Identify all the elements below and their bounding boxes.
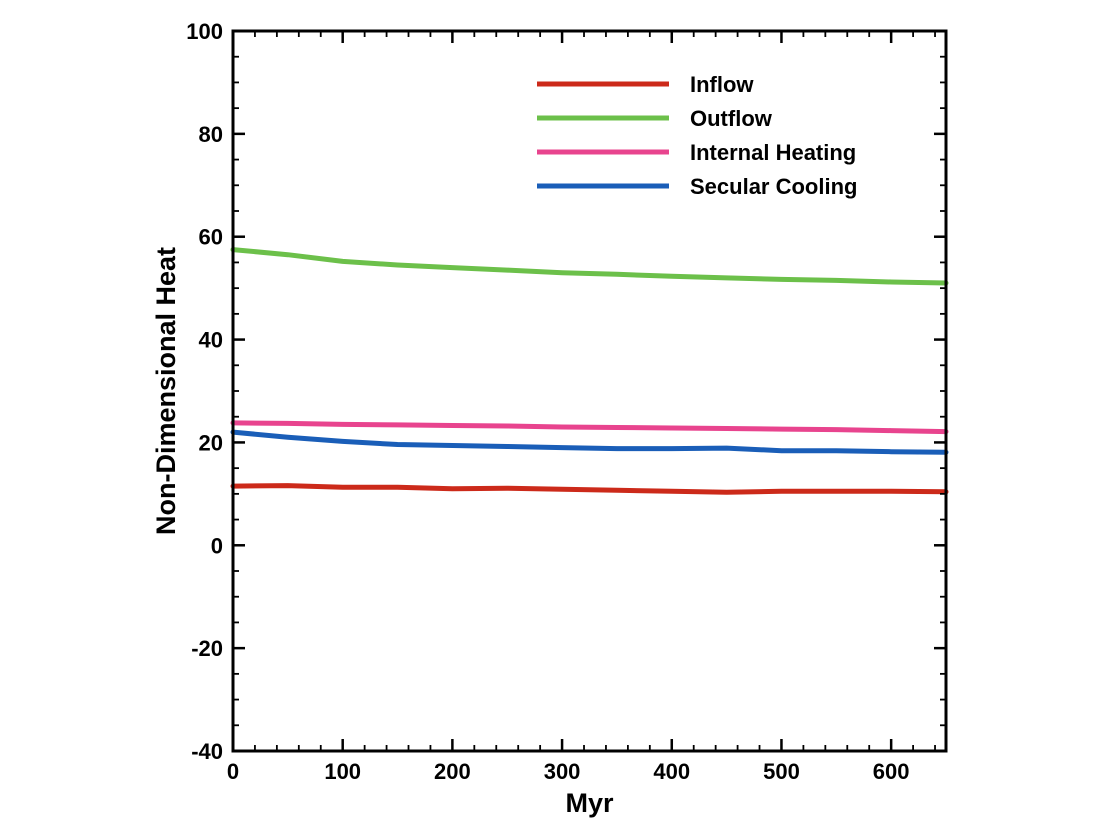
x-tick-label: 500 (763, 759, 800, 784)
x-tick-label: 100 (324, 759, 361, 784)
plot-frame (231, 29, 948, 753)
y-tick-label: 40 (199, 328, 223, 353)
y-tick-label: 100 (186, 19, 223, 44)
legend-label: Internal Heating (690, 140, 856, 165)
series-line-secular-cooling (230, 429, 949, 455)
series-layer (230, 247, 949, 495)
y-tick-label: 0 (211, 533, 223, 558)
x-tick-label: 400 (653, 759, 690, 784)
x-tick-label: 200 (434, 759, 471, 784)
series-line-internal-heating (230, 420, 949, 435)
x-tick-label: 600 (873, 759, 910, 784)
y-axis-title: Non-Dimensional Heat (151, 247, 181, 535)
y-tick-label: -40 (191, 739, 223, 764)
y-tick-label: 80 (199, 122, 223, 147)
legend-label: Secular Cooling (690, 174, 857, 199)
y-tick-label: 60 (199, 225, 223, 250)
legend-label: Inflow (690, 72, 754, 97)
series-line-inflow (230, 483, 949, 495)
y-tick-label: -20 (191, 636, 223, 661)
legend: Inflow Outflow Internal Heating Secular Coo… (537, 72, 857, 199)
series-line-outflow (230, 247, 949, 286)
x-tick-label: 300 (544, 759, 581, 784)
legend-label: Outflow (690, 106, 773, 131)
x-tick-label: 0 (227, 759, 239, 784)
tick-layer: 0 100 200 300 400 500 600 -40 -20 0 20 40 60 80 100 (186, 19, 946, 784)
y-tick-label: 20 (199, 430, 223, 455)
x-axis-title: Myr (565, 788, 614, 818)
